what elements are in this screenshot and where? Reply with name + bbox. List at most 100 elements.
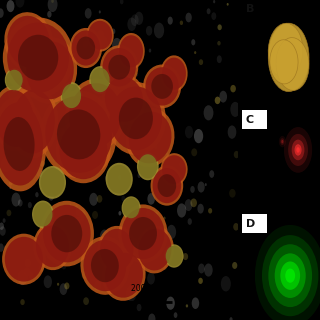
- Ellipse shape: [148, 314, 156, 320]
- Ellipse shape: [25, 259, 31, 267]
- Ellipse shape: [9, 85, 58, 158]
- Ellipse shape: [148, 193, 155, 205]
- Ellipse shape: [129, 217, 157, 250]
- Ellipse shape: [31, 115, 36, 122]
- Ellipse shape: [44, 275, 52, 288]
- Ellipse shape: [82, 271, 88, 279]
- Ellipse shape: [91, 68, 110, 92]
- Ellipse shape: [268, 23, 303, 78]
- Ellipse shape: [190, 198, 197, 207]
- Ellipse shape: [280, 261, 300, 290]
- Ellipse shape: [3, 18, 74, 98]
- Ellipse shape: [72, 30, 100, 66]
- Ellipse shape: [138, 154, 157, 179]
- Ellipse shape: [38, 230, 44, 238]
- Ellipse shape: [23, 37, 77, 103]
- Ellipse shape: [18, 35, 58, 81]
- Ellipse shape: [268, 23, 309, 92]
- Ellipse shape: [4, 117, 35, 171]
- Ellipse shape: [209, 170, 214, 178]
- Ellipse shape: [137, 153, 159, 180]
- Ellipse shape: [172, 82, 174, 85]
- Ellipse shape: [18, 271, 27, 285]
- Ellipse shape: [60, 71, 67, 83]
- Ellipse shape: [69, 83, 122, 147]
- Ellipse shape: [86, 19, 114, 52]
- Ellipse shape: [36, 167, 43, 177]
- Ellipse shape: [276, 37, 309, 91]
- Ellipse shape: [164, 217, 165, 220]
- Ellipse shape: [208, 208, 212, 213]
- Ellipse shape: [119, 204, 167, 263]
- Ellipse shape: [69, 28, 102, 68]
- Ellipse shape: [234, 151, 239, 158]
- Text: C: C: [245, 115, 254, 124]
- Bar: [242, 214, 267, 233]
- Ellipse shape: [133, 124, 136, 128]
- Ellipse shape: [10, 186, 11, 189]
- Ellipse shape: [221, 276, 231, 292]
- Ellipse shape: [41, 168, 64, 197]
- Ellipse shape: [133, 134, 138, 140]
- Ellipse shape: [163, 265, 167, 270]
- Ellipse shape: [197, 181, 205, 193]
- Ellipse shape: [166, 152, 168, 156]
- Ellipse shape: [186, 12, 192, 22]
- Ellipse shape: [99, 10, 101, 13]
- Ellipse shape: [7, 0, 14, 12]
- Ellipse shape: [188, 218, 192, 225]
- Ellipse shape: [49, 236, 52, 241]
- Ellipse shape: [106, 163, 133, 196]
- Ellipse shape: [62, 240, 69, 250]
- Ellipse shape: [0, 90, 34, 147]
- Ellipse shape: [36, 226, 69, 267]
- Ellipse shape: [131, 14, 139, 26]
- Ellipse shape: [228, 125, 236, 139]
- Ellipse shape: [108, 55, 130, 80]
- Ellipse shape: [232, 262, 237, 269]
- Ellipse shape: [137, 304, 141, 311]
- Ellipse shape: [131, 238, 139, 250]
- Ellipse shape: [205, 183, 207, 186]
- Text: D: D: [245, 219, 255, 228]
- Ellipse shape: [191, 39, 195, 45]
- Ellipse shape: [270, 40, 298, 84]
- Ellipse shape: [95, 281, 101, 291]
- Ellipse shape: [42, 18, 45, 22]
- Ellipse shape: [120, 0, 124, 4]
- Ellipse shape: [0, 102, 43, 186]
- Ellipse shape: [149, 49, 151, 52]
- Ellipse shape: [122, 196, 140, 220]
- Ellipse shape: [157, 174, 176, 197]
- Ellipse shape: [204, 105, 213, 120]
- Text: 200 μm: 200 μm: [131, 284, 160, 293]
- Ellipse shape: [177, 203, 186, 218]
- Ellipse shape: [52, 252, 58, 260]
- Ellipse shape: [122, 208, 164, 259]
- Ellipse shape: [70, 204, 71, 206]
- Ellipse shape: [3, 218, 5, 223]
- Ellipse shape: [6, 210, 11, 216]
- Ellipse shape: [49, 192, 54, 201]
- Ellipse shape: [220, 91, 227, 103]
- Ellipse shape: [76, 209, 81, 216]
- Ellipse shape: [279, 136, 286, 147]
- Ellipse shape: [229, 317, 233, 320]
- Ellipse shape: [217, 41, 221, 45]
- Ellipse shape: [138, 229, 172, 270]
- Ellipse shape: [230, 102, 240, 117]
- Ellipse shape: [166, 297, 175, 310]
- Ellipse shape: [112, 38, 122, 52]
- Ellipse shape: [100, 229, 133, 270]
- Ellipse shape: [0, 226, 6, 236]
- Ellipse shape: [185, 199, 192, 211]
- Ellipse shape: [185, 126, 193, 139]
- Ellipse shape: [84, 240, 126, 291]
- Ellipse shape: [119, 225, 126, 236]
- Ellipse shape: [83, 41, 88, 48]
- Ellipse shape: [145, 67, 179, 106]
- Ellipse shape: [136, 73, 138, 76]
- Ellipse shape: [8, 132, 10, 137]
- Ellipse shape: [0, 222, 4, 230]
- Ellipse shape: [24, 268, 30, 276]
